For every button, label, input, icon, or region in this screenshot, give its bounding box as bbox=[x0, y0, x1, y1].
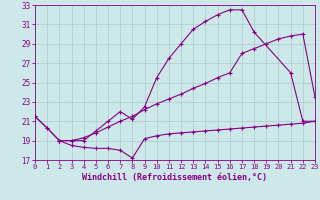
X-axis label: Windchill (Refroidissement éolien,°C): Windchill (Refroidissement éolien,°C) bbox=[83, 173, 268, 182]
